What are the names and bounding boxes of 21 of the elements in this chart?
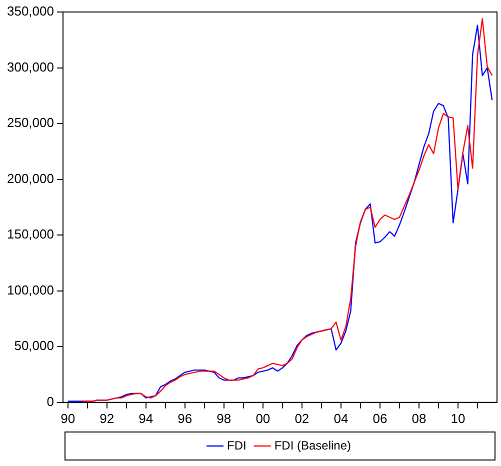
y-tick-label: 150,000 <box>6 226 54 242</box>
x-tick-label: 90 <box>60 410 76 426</box>
x-tick-label: 00 <box>256 410 270 426</box>
y-tick-label: 100,000 <box>6 282 54 298</box>
y-tick-label: 200,000 <box>6 170 54 186</box>
x-tick-label: 10 <box>450 410 466 426</box>
y-tick-label: 250,000 <box>6 115 54 130</box>
x-tick-label: 96 <box>178 410 192 426</box>
x-tick-label: 98 <box>216 410 232 426</box>
x-tick-label: 08 <box>412 410 426 426</box>
y-tick-label: 350,000 <box>6 4 54 19</box>
x-tick-label: 06 <box>372 410 388 426</box>
x-tick-label: 94 <box>138 410 154 426</box>
legend-label: FDI <box>226 438 246 452</box>
y-tick-label: 50,000 <box>14 338 54 354</box>
legend-label: FDI (Baseline) <box>274 438 352 452</box>
x-tick-label: 02 <box>294 410 310 426</box>
y-tick-label: 300,000 <box>6 59 54 74</box>
x-tick-label: 92 <box>100 410 114 426</box>
y-tick-label: 0 <box>46 394 54 409</box>
x-tick-label: 04 <box>334 410 348 426</box>
